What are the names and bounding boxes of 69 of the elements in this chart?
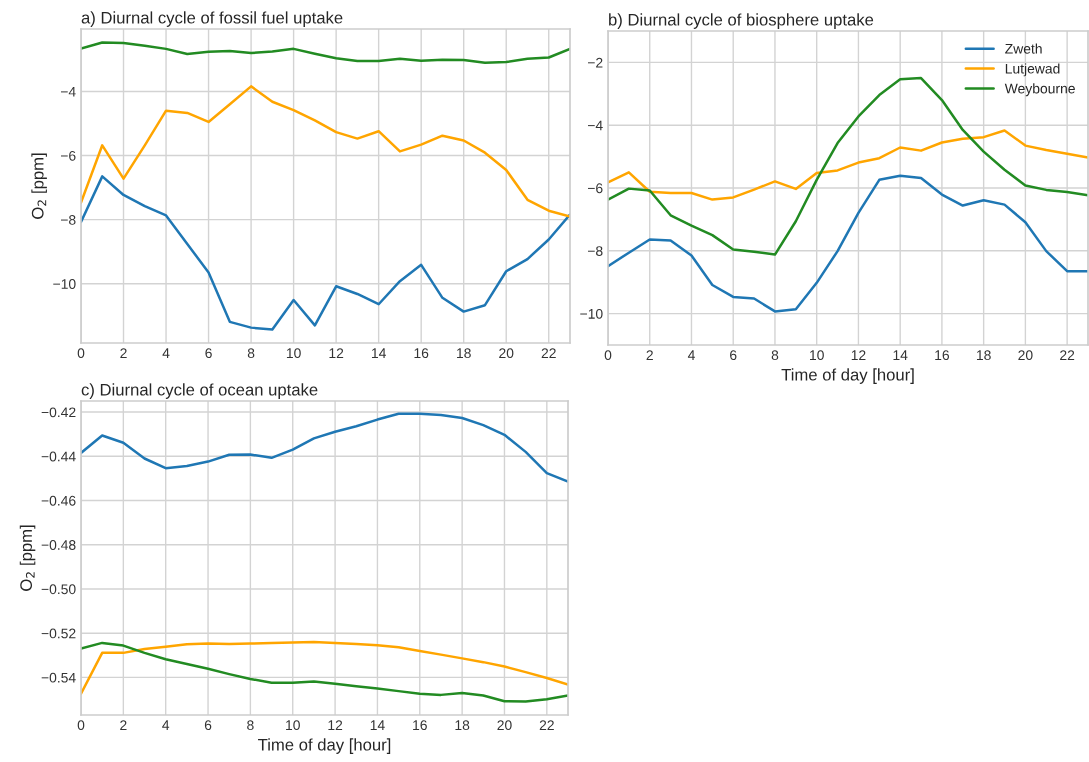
x-tick-label: 2 <box>120 720 127 730</box>
x-tick-label: 6 <box>204 720 212 731</box>
x-tick-label: 10 <box>286 348 301 359</box>
y-tick-label: −0.42 <box>41 407 76 418</box>
x-tick-label: 22 <box>541 348 556 358</box>
y-tick-label: −4 <box>60 86 76 97</box>
x-tick-label: 4 <box>162 348 170 358</box>
y-tick-label: −10 <box>53 279 76 289</box>
y-tick-label: −0.44 <box>41 451 76 462</box>
y-tick-label: −10 <box>580 308 603 319</box>
x-tick-label: 12 <box>851 350 866 360</box>
x-tick-label: 0 <box>77 348 85 359</box>
y-tick-label: −2 <box>587 57 603 68</box>
x-tick-label: 14 <box>370 720 385 730</box>
x-axis-title: Time of day [hour] <box>258 738 391 754</box>
y-tick-label: −6 <box>60 150 76 161</box>
x-tick-label: 22 <box>1060 350 1075 360</box>
x-tick-label: 6 <box>205 348 212 359</box>
chart-title: c) Diurnal cycle of ocean uptake <box>81 383 318 399</box>
x-tick-label: 20 <box>497 720 512 731</box>
x-tick-label: 4 <box>687 350 695 360</box>
x-tick-label: 20 <box>1018 350 1033 361</box>
legend-label: Weybourne <box>1004 83 1075 97</box>
line-series <box>81 412 568 483</box>
x-tick-label: 0 <box>77 720 85 731</box>
line-series <box>81 85 570 218</box>
y-tick-label: −0.46 <box>41 495 76 506</box>
line-series <box>608 129 1088 201</box>
legend-label: Zweth <box>1005 43 1042 54</box>
line-series <box>608 174 1088 313</box>
y-tick-label: −6 <box>587 183 603 194</box>
x-tick-label: 20 <box>499 348 514 359</box>
x-tick-label: 2 <box>120 348 127 358</box>
x-tick-label: 0 <box>604 350 612 361</box>
x-tick-label: 18 <box>976 350 991 361</box>
x-tick-label: 10 <box>286 720 300 731</box>
y-tick-label: −0.48 <box>41 540 76 550</box>
x-tick-label: 16 <box>413 720 427 731</box>
line-series <box>81 175 570 331</box>
x-tick-label: 2 <box>646 350 653 360</box>
line-series <box>608 76 1088 256</box>
line-series <box>81 41 570 64</box>
legend-label: Lutjewad <box>1005 63 1060 77</box>
y-axis-title: O$_{2}$ [ppm] <box>19 525 36 591</box>
chart-title: a) Diurnal cycle of fossil fuel uptake <box>81 11 343 27</box>
x-tick-label: 8 <box>247 348 255 359</box>
y-tick-label: −0.50 <box>41 584 76 595</box>
x-tick-label: 6 <box>730 350 737 361</box>
y-tick-label: −0.54 <box>41 672 76 683</box>
x-tick-label: 8 <box>247 720 254 731</box>
x-tick-label: 10 <box>810 350 824 361</box>
y-tick-label: −0.52 <box>41 628 76 639</box>
y-tick-label: −4 <box>587 120 603 131</box>
x-axis-title: Time of day [hour] <box>781 368 914 384</box>
x-tick-label: 12 <box>328 720 343 730</box>
x-tick-label: 16 <box>414 348 429 359</box>
x-tick-label: 8 <box>771 350 779 361</box>
y-tick-label: −8 <box>60 214 76 225</box>
y-tick-label: −8 <box>587 246 603 256</box>
x-tick-label: 18 <box>455 720 470 731</box>
x-tick-label: 16 <box>935 350 950 361</box>
x-tick-label: 12 <box>329 348 344 358</box>
x-tick-label: 4 <box>162 720 170 730</box>
y-axis-title: O$_{2}$ [ppm] <box>31 153 47 219</box>
x-tick-label: 22 <box>539 720 554 730</box>
x-tick-label: 18 <box>457 348 471 359</box>
x-tick-label: 14 <box>371 348 386 358</box>
x-tick-label: 14 <box>893 350 908 360</box>
chart-title: b) Diurnal cycle of biosphere uptake <box>609 13 874 29</box>
